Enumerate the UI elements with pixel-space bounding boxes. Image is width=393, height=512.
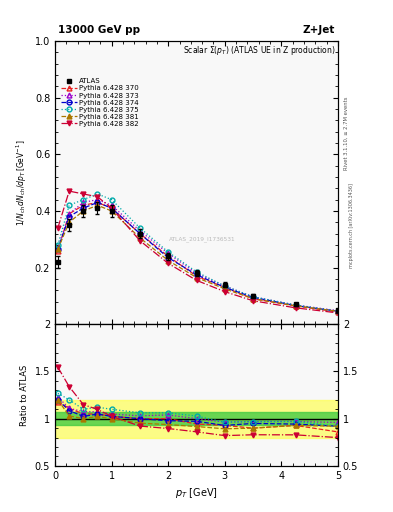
Pythia 6.428 382 [222,289,227,295]
Pythia 6.428 374 [251,294,255,301]
Pythia 6.428 373 [138,228,142,234]
Y-axis label: Ratio to ATLAS: Ratio to ATLAS [20,365,29,425]
Pythia 6.428 374 [95,199,100,205]
Pythia 6.428 382 [138,238,142,244]
Line: Pythia 6.428 370: Pythia 6.428 370 [55,200,340,314]
Text: 13000 GeV pp: 13000 GeV pp [58,25,140,35]
Pythia 6.428 373 [293,302,298,308]
Pythia 6.428 370 [81,202,86,208]
Pythia 6.428 381 [55,246,60,252]
Pythia 6.428 381 [138,235,142,241]
Pythia 6.428 375 [336,308,340,314]
Legend: ATLAS, Pythia 6.428 370, Pythia 6.428 373, Pythia 6.428 374, Pythia 6.428 375, P: ATLAS, Pythia 6.428 370, Pythia 6.428 37… [61,78,139,126]
Pythia 6.428 373 [194,270,199,276]
Pythia 6.428 382 [336,310,340,316]
Pythia 6.428 373 [95,197,100,203]
Pythia 6.428 382 [194,278,199,284]
X-axis label: $p_T$ [GeV]: $p_T$ [GeV] [175,486,218,500]
Pythia 6.428 374 [109,205,114,211]
Pythia 6.428 381 [81,208,86,214]
Pythia 6.428 375 [81,197,86,203]
Pythia 6.428 382 [95,194,100,200]
Pythia 6.428 375 [194,269,199,275]
Pythia 6.428 370 [194,273,199,279]
Pythia 6.428 373 [55,245,60,251]
Text: ATLAS_2019_I1736531: ATLAS_2019_I1736531 [169,237,235,242]
Pythia 6.428 375 [166,249,171,255]
Pythia 6.428 374 [336,308,340,314]
Pythia 6.428 370 [336,309,340,315]
Pythia 6.428 373 [222,283,227,289]
Pythia 6.428 375 [293,302,298,308]
Line: Pythia 6.428 381: Pythia 6.428 381 [55,203,340,314]
Bar [55,412,338,425]
Pythia 6.428 373 [251,294,255,300]
Pythia 6.428 370 [55,247,60,253]
Line: Pythia 6.428 375: Pythia 6.428 375 [55,191,340,314]
Pythia 6.428 370 [166,253,171,260]
Text: mcplots.cern.ch [arXiv:1306.3436]: mcplots.cern.ch [arXiv:1306.3436] [349,183,354,268]
Pythia 6.428 370 [293,303,298,309]
Pythia 6.428 373 [166,250,171,257]
Pythia 6.428 375 [67,202,72,208]
Pythia 6.428 382 [251,297,255,304]
Pythia 6.428 381 [109,208,114,214]
Text: Scalar $\Sigma(p_T)$ (ATLAS UE in Z production): Scalar $\Sigma(p_T)$ (ATLAS UE in Z prod… [183,44,335,57]
Line: Pythia 6.428 382: Pythia 6.428 382 [55,189,340,315]
Pythia 6.428 375 [138,225,142,231]
Line: Pythia 6.428 374: Pythia 6.428 374 [55,200,340,314]
Pythia 6.428 374 [222,284,227,290]
Pythia 6.428 374 [67,214,72,220]
Pythia 6.428 375 [251,294,255,300]
Pythia 6.428 370 [109,205,114,211]
Pythia 6.428 370 [95,199,100,205]
Pythia 6.428 381 [336,308,340,314]
Pythia 6.428 381 [194,274,199,281]
Pythia 6.428 374 [194,271,199,278]
Pythia 6.428 373 [67,211,72,217]
Text: Rivet 3.1.10, ≥ 2.7M events: Rivet 3.1.10, ≥ 2.7M events [344,96,349,170]
Pythia 6.428 370 [67,211,72,217]
Pythia 6.428 382 [166,260,171,266]
Pythia 6.428 381 [251,296,255,302]
Pythia 6.428 374 [166,254,171,261]
Pythia 6.428 375 [55,242,60,248]
Pythia 6.428 373 [336,308,340,314]
Pythia 6.428 382 [293,305,298,311]
Pythia 6.428 375 [95,191,100,197]
Pythia 6.428 375 [222,283,227,289]
Y-axis label: $1/N_\mathrm{ch}\,dN_\mathrm{ch}/dp_T\,[\mathrm{GeV}^{-1}]$: $1/N_\mathrm{ch}\,dN_\mathrm{ch}/dp_T\,[… [15,139,29,226]
Pythia 6.428 370 [138,230,142,237]
Pythia 6.428 373 [109,202,114,208]
Pythia 6.428 374 [55,246,60,252]
Pythia 6.428 370 [222,284,227,290]
Pythia 6.428 374 [138,230,142,237]
Pythia 6.428 381 [166,258,171,264]
Pythia 6.428 382 [55,225,60,231]
Pythia 6.428 375 [109,197,114,203]
Pythia 6.428 374 [81,205,86,211]
Line: Pythia 6.428 373: Pythia 6.428 373 [55,197,340,313]
Pythia 6.428 370 [251,296,255,302]
Pythia 6.428 381 [222,286,227,292]
Pythia 6.428 381 [67,219,72,225]
Text: Z+Jet: Z+Jet [303,25,335,35]
Pythia 6.428 373 [81,199,86,205]
Pythia 6.428 382 [109,205,114,211]
Pythia 6.428 382 [81,191,86,197]
Bar [55,400,338,438]
Pythia 6.428 382 [67,188,72,194]
Pythia 6.428 374 [293,303,298,309]
Pythia 6.428 381 [95,202,100,208]
Pythia 6.428 381 [293,303,298,309]
